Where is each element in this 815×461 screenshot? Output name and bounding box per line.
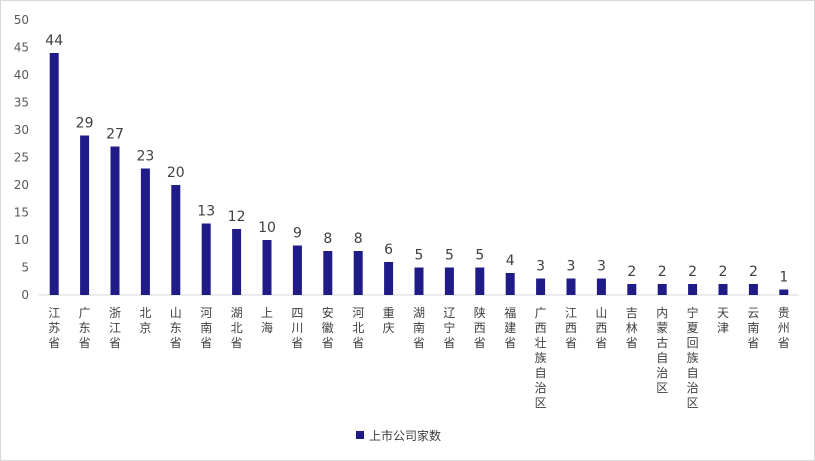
data-label: 6 [384,242,393,258]
x-tick-label: 辽宁省 [443,306,455,350]
bar [110,146,120,295]
bar [292,245,302,295]
data-label: 5 [415,248,424,264]
data-label: 8 [323,231,332,247]
data-label: 13 [197,204,215,220]
bar [384,262,394,295]
y-tick-label: 45 [14,41,29,55]
bar [596,278,606,295]
legend: 上市公司家数 [356,428,441,443]
bar [80,135,90,295]
data-label: 3 [567,259,576,275]
data-label: 27 [106,127,124,143]
x-tick-label: 安徽省 [322,305,334,350]
bar [323,251,333,295]
data-label: 3 [597,259,606,275]
bar [718,284,728,295]
data-label: 2 [749,264,758,280]
bar [171,185,181,295]
bar [232,229,242,295]
data-label: 5 [445,248,454,264]
bar [201,223,211,295]
x-tick-label: 宁夏回族自治区 [687,305,699,410]
bar [140,168,150,295]
y-tick-label: 20 [14,178,29,192]
bar [49,53,59,295]
y-axis: 0 5 10 15 20 25 30 35 40 45 50 [14,13,29,302]
category-labels: 江苏省 广东省 浙江省 北京 山东省 河南省 湖北省 上海 四川省 安徽省 河北省 重庆 湖南省 辽宁省 陕… [48,305,790,410]
x-tick-label: 重庆 [383,306,395,335]
x-tick-label: 吉林省 [626,306,638,350]
bar [779,289,789,295]
data-label: 5 [475,248,484,264]
bar [688,284,698,295]
bar [414,267,424,295]
bar [444,267,454,295]
x-tick-label: 河南省 [200,306,212,350]
bar [505,273,515,295]
y-tick-label: 10 [14,233,29,247]
data-label: 4 [506,253,515,269]
y-tick-label: 35 [14,96,29,110]
y-tick-label: 15 [14,206,29,220]
x-tick-label: 湖南省 [413,305,425,350]
data-label: 3 [536,259,545,275]
x-tick-label: 广东省 [79,306,91,350]
x-tick-label: 上海 [261,306,273,335]
x-tick-label: 天津 [717,306,729,335]
x-tick-label: 内蒙古自治区 [656,306,668,395]
data-label: 9 [293,226,302,242]
x-tick-label: 浙江省 [109,306,121,350]
y-tick-label: 50 [14,13,29,27]
x-tick-label: 北京 [139,306,151,335]
bar [627,284,637,295]
data-label: 2 [627,264,636,280]
bar [657,284,667,295]
x-tick-label: 湖北省 [231,305,243,350]
x-tick-label: 四川省 [291,306,303,350]
x-tick-label: 江苏省 [48,306,60,350]
y-tick-label: 0 [21,288,29,302]
data-label: 2 [719,264,728,280]
x-tick-label: 贵州省 [778,306,790,350]
data-label: 20 [167,165,185,181]
y-tick-label: 30 [14,123,29,137]
data-label: 12 [228,209,246,225]
data-label: 44 [45,33,63,49]
bar [748,284,758,295]
legend-label: 上市公司家数 [369,428,441,443]
x-tick-label: 江西省 [565,306,577,350]
x-tick-label: 山东省 [170,306,182,350]
y-tick-label: 25 [14,151,29,165]
data-labels: 44 29 27 23 20 13 12 10 9 8 8 6 5 5 5 4 3 3 3 2 2 2 2 2 1 [45,33,788,286]
bar [353,251,363,295]
x-tick-label: 广西壮族自治区 [535,306,547,410]
y-tick-label: 5 [21,261,29,275]
data-label: 23 [136,149,154,165]
x-tick-label: 山西省 [595,306,607,350]
bars [49,53,789,295]
legend-swatch [356,431,364,439]
data-label: 1 [779,270,788,286]
bar [262,240,272,295]
x-tick-label: 云南省 [747,306,759,350]
bar [536,278,546,295]
bar [475,267,485,295]
x-tick-label: 福建省 [504,305,516,350]
x-tick-label: 陕西省 [474,305,486,350]
x-tick-label: 河北省 [352,306,364,350]
data-label: 29 [76,116,94,132]
data-label: 8 [354,231,363,247]
data-label: 2 [688,264,697,280]
data-label: 2 [658,264,667,280]
data-label: 10 [258,220,276,236]
y-tick-label: 40 [14,68,29,82]
bar [566,278,576,295]
